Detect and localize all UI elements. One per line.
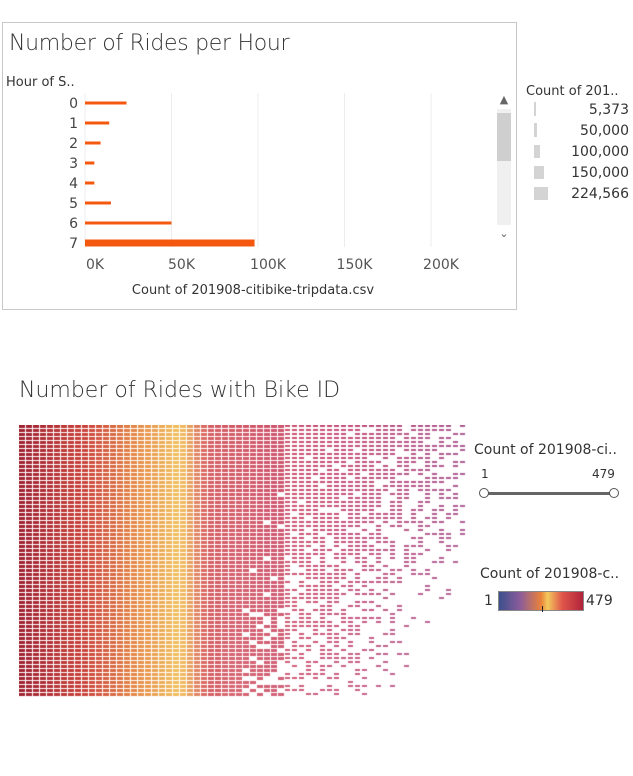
color-ramp <box>498 591 584 611</box>
range-legend: Count of 201908-ci.. 1 479 <box>474 442 624 458</box>
color-min-label: 1 <box>484 593 493 609</box>
hour-category-label: 3 <box>69 156 78 172</box>
color-ramp-marker <box>542 606 543 612</box>
size-legend-value: 100,000 <box>571 144 629 160</box>
hour-bar <box>85 102 127 105</box>
size-legend-title: Count of 201.. <box>526 84 633 99</box>
size-legend-value: 150,000 <box>571 165 629 181</box>
size-legend-mark <box>534 102 536 116</box>
x-tick-label: 200K <box>423 257 460 273</box>
scroll-down-icon[interactable]: ⌄ <box>495 227 513 241</box>
size-legend-mark <box>534 123 537 137</box>
hour-bar <box>85 162 94 165</box>
bike-chart-title: Number of Rides with Bike ID <box>19 378 340 403</box>
size-legend-mark <box>534 145 540 158</box>
range-slider-max-handle[interactable] <box>609 488 619 498</box>
hour-bar-chart: 0K 50K 100K 150K 200K 0 1 2 3 4 5 6 7 <box>3 23 518 311</box>
size-legend-mark <box>534 166 544 179</box>
hour-bar <box>85 182 94 185</box>
hour-chart-panel: Number of Rides per Hour Hour of S.. 0K 5… <box>2 22 517 310</box>
hour-bar <box>85 202 111 205</box>
range-max-label: 479 <box>592 467 615 481</box>
size-legend-value: 50,000 <box>580 123 629 139</box>
hour-category-label: 6 <box>69 216 78 232</box>
hour-bar <box>85 142 101 145</box>
scroll-up-icon[interactable]: ▲ <box>495 93 513 107</box>
bike-id-heatmap[interactable] <box>19 425 469 700</box>
hour-bar <box>85 240 255 247</box>
vertical-scrollbar[interactable]: ▲ ⌄ <box>495 93 513 243</box>
color-legend: Count of 201908-c.. 1 479 <box>480 566 630 582</box>
size-legend-mark <box>534 187 548 200</box>
range-min-label: 1 <box>481 467 489 481</box>
hour-bar <box>85 222 172 225</box>
hour-category-label: 2 <box>69 136 78 152</box>
hour-category-label: 4 <box>69 176 78 192</box>
size-legend-value: 224,566 <box>571 186 629 202</box>
x-tick-label: 50K <box>168 257 196 273</box>
hour-category-label: 0 <box>69 96 78 112</box>
hour-category-label: 5 <box>69 196 78 212</box>
hour-category-label: 1 <box>69 116 78 132</box>
size-legend-value: 5,373 <box>589 102 629 118</box>
hour-bar <box>85 122 109 125</box>
color-legend-title: Count of 201908-c.. <box>480 566 630 582</box>
x-tick-label: 100K <box>250 257 287 273</box>
scroll-track[interactable] <box>497 109 511 225</box>
color-max-label: 479 <box>586 593 613 609</box>
size-legend: Count of 201.. 5,373 50,000 100,000 150,… <box>526 84 633 204</box>
range-slider-min-handle[interactable] <box>479 488 489 498</box>
range-slider-track[interactable] <box>484 492 614 495</box>
x-tick-label: 150K <box>337 257 374 273</box>
hour-category-label: 7 <box>69 236 78 252</box>
scroll-thumb[interactable] <box>497 113 511 161</box>
x-tick-label: 0K <box>86 257 105 273</box>
range-legend-title: Count of 201908-ci.. <box>474 442 624 458</box>
hour-x-axis-label: Count of 201908-citibike-tripdata.csv <box>3 283 503 298</box>
